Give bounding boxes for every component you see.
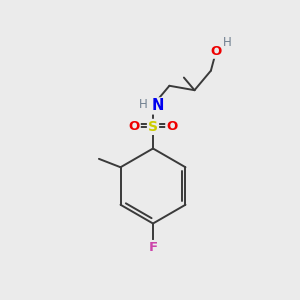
Text: H: H	[139, 98, 148, 111]
Text: O: O	[166, 120, 178, 134]
Text: H: H	[223, 36, 232, 49]
Text: F: F	[148, 241, 158, 254]
Text: S: S	[148, 120, 158, 134]
Text: O: O	[210, 45, 222, 58]
Text: N: N	[151, 98, 164, 113]
Text: O: O	[128, 120, 140, 134]
